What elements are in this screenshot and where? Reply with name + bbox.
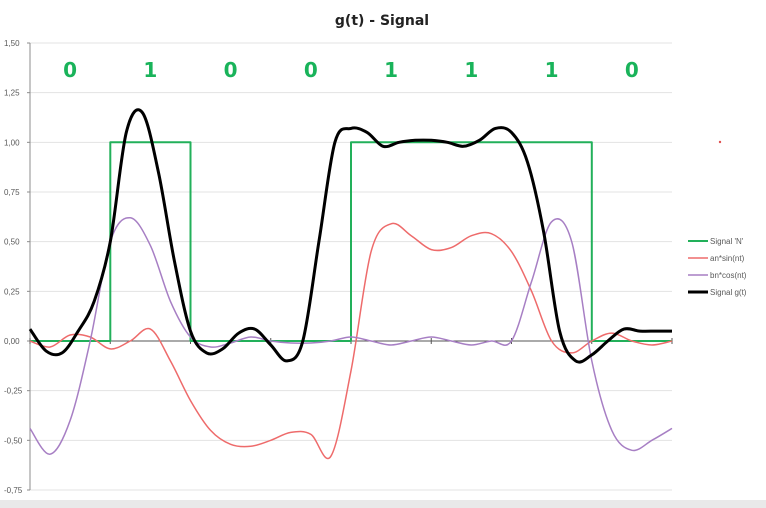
bit-label: 1 — [464, 58, 478, 82]
series-line-bn-cos-nt — [29, 217, 673, 455]
chart-title: g(t) - Signal — [335, 13, 429, 29]
bit-label: 1 — [545, 58, 559, 82]
stray-dot — [718, 140, 722, 144]
bit-labels: 0 1 0 0 1 1 1 0 — [63, 58, 639, 82]
legend-label: Signal 'N' — [710, 237, 744, 246]
y-tick-label: 1,00 — [4, 138, 20, 147]
series-line-an-sin-nt — [29, 222, 673, 460]
y-tick-label: 0,00 — [4, 337, 20, 346]
bit-label: 0 — [224, 58, 238, 82]
legend: Signal 'N' an*sin(nt) bn*cos(nt) Signal g(t… — [688, 237, 747, 297]
legend-label: Signal g(t) — [710, 288, 747, 297]
bit-label: 0 — [63, 58, 77, 82]
y-tick-label: 0,50 — [4, 238, 20, 247]
series-lines — [28, 108, 673, 460]
y-tick-label: 1,50 — [4, 39, 20, 48]
bit-label: 0 — [625, 58, 639, 82]
bit-label: 1 — [143, 58, 157, 82]
y-tick-label: -0,50 — [4, 436, 23, 445]
y-tick-label: -0,75 — [4, 486, 23, 495]
y-tick-label: 0,25 — [4, 287, 20, 296]
series-line-signal-g-t — [28, 108, 672, 364]
y-tick-label: 1,25 — [4, 89, 20, 98]
y-tick-label: -0,25 — [4, 387, 23, 396]
legend-label: bn*cos(nt) — [710, 271, 747, 280]
legend-label: an*sin(nt) — [710, 254, 745, 263]
bit-label: 0 — [304, 58, 318, 82]
bit-label: 1 — [384, 58, 398, 82]
y-tick-label: 0,75 — [4, 188, 20, 197]
